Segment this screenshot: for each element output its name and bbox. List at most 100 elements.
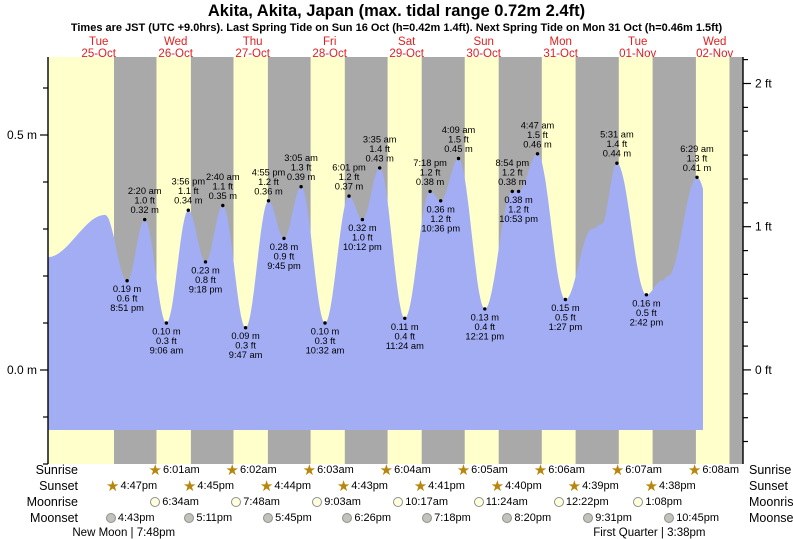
tide-extreme-label: 0.3 ft <box>315 336 336 346</box>
tide-extreme-label: 4:09 am <box>442 125 476 135</box>
tide-extreme-label: 0.43 m <box>365 153 394 163</box>
astro-time: 4:45pm <box>197 480 235 492</box>
moonrise-icon <box>312 497 323 507</box>
sunset-entry: ★ 4:39pm <box>568 477 619 495</box>
moon-phase-label: First Quarter | 3:38pm <box>593 527 706 539</box>
sun-star-icon: ★ <box>379 461 394 479</box>
tide-area <box>48 153 703 431</box>
tide-extreme-label: 1.4 ft <box>369 144 390 154</box>
tide-extreme-label: 1.3 ft <box>291 163 312 173</box>
chart-subtitle: Times are JST (UTC +9.0hrs). Last Spring… <box>70 22 723 34</box>
tide-extreme-label: 0.38 m <box>416 177 445 187</box>
tide-extreme-label: 1.2 ft <box>502 167 523 177</box>
tide-extreme-dot <box>510 189 514 194</box>
astro-time: 7:48am <box>243 496 280 508</box>
tide-extreme-dot <box>282 236 286 241</box>
tide-extreme-label: 3:35 am <box>363 134 397 144</box>
tide-extreme-dot <box>428 189 432 194</box>
moonrise-icon <box>231 497 242 507</box>
astro-time: 6:02am <box>240 464 277 476</box>
tide-extreme-dot <box>516 189 521 194</box>
tide-extreme-label: 4:47 am <box>521 120 555 130</box>
astro-time: 6:03am <box>317 464 354 476</box>
tide-extreme-label: 12:21 pm <box>465 331 504 341</box>
tide-extreme-label: 0.19 m <box>113 284 142 294</box>
sunset-entry: ★ 4:41pm <box>414 477 465 495</box>
day-name: Wed <box>702 36 727 48</box>
moonset-entry: 7:18pm <box>422 509 471 527</box>
astro-row-label-left: Moonrise <box>26 495 78 509</box>
tide-extreme-label: 0.36 m <box>254 186 283 196</box>
axis-label-ft: 0 ft <box>755 363 772 377</box>
astro-time: 11:24am <box>485 496 528 508</box>
tide-extreme-label: 1.2 ft <box>420 167 441 177</box>
moonrise-icon <box>553 497 564 507</box>
astro-time: 5:11pm <box>196 512 233 524</box>
day-label: Tue 01-Nov <box>602 36 674 60</box>
tide-extreme-label: 2:42 pm <box>630 317 664 327</box>
sun-star-icon: ★ <box>456 461 471 479</box>
tide-extreme-label: 0.38 m <box>504 195 533 205</box>
sunset-entry: ★ 4:45pm <box>183 477 234 495</box>
tide-extreme-label: 6:29 am <box>680 144 714 154</box>
astro-time: 6:04am <box>394 464 431 476</box>
tide-extreme-dot <box>323 321 327 325</box>
tide-extreme-label: 0.45 m <box>444 144 473 154</box>
tide-extreme-label: 0.23 m <box>191 265 220 275</box>
tide-extreme-label: 0.9 ft <box>274 251 295 261</box>
day-date: 26-Oct <box>158 47 193 60</box>
astro-row-label-left: Moonset <box>30 511 78 525</box>
tide-extreme-dot <box>535 152 540 156</box>
moonrise-icon <box>150 497 161 507</box>
sunrise-entry: ★ 6:05am <box>457 461 508 479</box>
astro-time: 6:05am <box>471 464 508 476</box>
tide-extreme-label: 0.34 m <box>174 196 203 206</box>
tide-extreme-label: 1.0 ft <box>352 233 373 243</box>
moonset-entry: 10:45pm <box>664 509 719 527</box>
astro-row-label-right: Sunrise <box>749 463 792 477</box>
day-name: Sun <box>473 36 494 48</box>
tide-extreme-dot <box>360 217 365 222</box>
tide-extreme-label: 1:27 pm <box>549 322 583 332</box>
day-name: Tue <box>88 36 109 48</box>
astro-row-label-right: Moonrise <box>749 495 793 509</box>
moonrise-icon <box>473 497 484 507</box>
day-label: Mon 31-Oct <box>525 36 597 60</box>
astro-time: 4:43pm <box>351 480 388 492</box>
astro-time: 4:39pm <box>582 480 619 492</box>
day-name: Tue <box>627 36 648 48</box>
day-date: 29-Oct <box>389 47 424 60</box>
sun-star-icon: ★ <box>225 461 239 479</box>
tide-extreme-label: 0.4 ft <box>474 322 495 332</box>
day-label: Fri 28-Oct <box>294 36 366 60</box>
tide-extreme-dot <box>164 321 169 325</box>
astro-time: 9:03am <box>324 496 361 508</box>
tide-extreme-dot <box>143 217 147 222</box>
astro-time: 4:47pm <box>120 480 158 492</box>
tide-extreme-label: 0.44 m <box>603 149 632 159</box>
tide-extreme-label: 0.6 ft <box>117 294 138 304</box>
tide-extreme-dot <box>483 307 487 311</box>
tide-extreme-dot <box>403 316 407 320</box>
astro-time: 5:45pm <box>275 512 312 524</box>
tide-extreme-label: 5:31 am <box>600 130 634 140</box>
day-name: Thu <box>242 36 263 48</box>
tide-extreme-dot <box>203 260 208 264</box>
day-label: Tue 25-Oct <box>63 36 135 60</box>
tide-extreme-label: 0.8 ft <box>195 275 216 285</box>
day-date: 25-Oct <box>81 47 116 60</box>
astro-time: 4:43pm <box>117 512 155 524</box>
sunset-entry: ★ 4:47pm <box>106 477 157 495</box>
tide-extreme-label: 1.3 ft <box>687 153 708 163</box>
tide-extreme-dot <box>125 279 129 283</box>
moonset-icon <box>502 513 513 523</box>
tide-extreme-dot <box>615 161 619 165</box>
tide-extreme-label: 0.11 m <box>391 322 419 332</box>
tide-extreme-label: 0.5 ft <box>636 308 657 318</box>
astro-time: 4:41pm <box>428 480 465 492</box>
tide-extreme-label: 0.32 m <box>348 223 377 233</box>
tide-extreme-label: 0.37 m <box>335 182 364 192</box>
tide-extreme-label: 1.2 ft <box>508 204 529 214</box>
